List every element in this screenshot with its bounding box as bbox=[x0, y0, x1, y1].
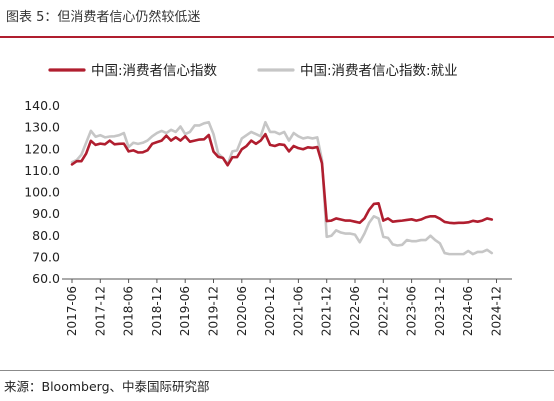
y-tick-label: 100.0 bbox=[24, 185, 60, 200]
x-tick-label: 2020-06 bbox=[235, 286, 249, 336]
line-chart: 中国:消费者信心指数 中国:消费者信心指数:就业 140.0130.0120.01… bbox=[24, 63, 512, 336]
x-tick-label: 2018-06 bbox=[122, 286, 136, 336]
x-tick-label: 2021-06 bbox=[291, 286, 305, 336]
x-tick-label: 2017-12 bbox=[93, 286, 107, 336]
y-tick-label: 110.0 bbox=[24, 163, 60, 178]
x-tick-label: 2023-12 bbox=[433, 286, 447, 336]
chart-series bbox=[70, 120, 494, 256]
legend-label-2: 中国:消费者信心指数:就业 bbox=[300, 63, 458, 79]
y-tick-label: 90.0 bbox=[32, 206, 60, 221]
x-tick-label: 2021-12 bbox=[320, 286, 334, 336]
chart-legend: 中国:消费者信心指数 中国:消费者信心指数:就业 bbox=[48, 63, 458, 79]
series-line-2 bbox=[70, 120, 494, 256]
y-tick-label: 120.0 bbox=[24, 141, 60, 156]
title-rule bbox=[0, 36, 554, 38]
x-tick-label: 2023-06 bbox=[405, 286, 419, 336]
x-tick-label: 2017-06 bbox=[65, 286, 79, 336]
y-tick-label: 130.0 bbox=[24, 120, 60, 135]
legend-label-1: 中国:消费者信心指数 bbox=[91, 63, 218, 79]
y-tick-label: 60.0 bbox=[32, 271, 60, 286]
x-tick-label: 2024-06 bbox=[461, 286, 475, 336]
x-tick-label: 2019-12 bbox=[207, 286, 221, 336]
chart-container: 中国:消费者信心指数 中国:消费者信心指数:就业 140.0 130.0 120.0 1… bbox=[0, 40, 554, 365]
source-rule bbox=[0, 370, 554, 371]
y-axis: 140.0 130.0 120.0 110.0 100.0 90.0 80.0 70.0 60.… bbox=[24, 98, 60, 286]
y-tick-label: 140.0 bbox=[24, 98, 60, 113]
x-tick-label: 2022-12 bbox=[376, 286, 390, 336]
x-axis: 2017-06 2017-12 2018-06 2018-12 2019-06 2019-… bbox=[62, 278, 512, 336]
y-tick-label: 80.0 bbox=[32, 228, 60, 243]
x-tick-label: 2024-12 bbox=[490, 286, 504, 336]
source-note: 来源：Bloomberg、中泰国际研究部 bbox=[4, 379, 210, 394]
x-tick-label: 2022-06 bbox=[348, 286, 362, 336]
x-tick-label: 2020-12 bbox=[263, 286, 277, 336]
figure-title: 图表 5：但消费者信心仍然较低迷 bbox=[6, 10, 201, 25]
x-tick-label: 2019-06 bbox=[178, 286, 192, 336]
series-line-1 bbox=[70, 132, 494, 225]
y-tick-label: 70.0 bbox=[32, 249, 60, 264]
x-tick-label: 2018-12 bbox=[150, 286, 164, 336]
